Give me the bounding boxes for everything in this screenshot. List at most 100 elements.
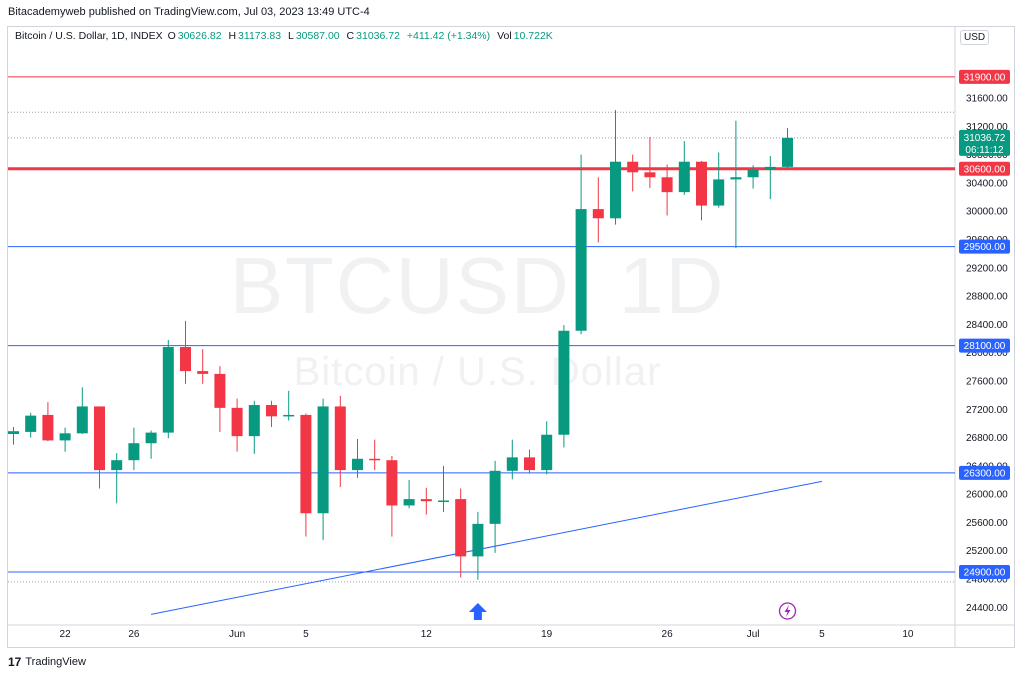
candle-body — [180, 347, 191, 372]
candle-body — [782, 137, 793, 167]
level-price-badge — [959, 465, 1010, 480]
candle-body — [644, 172, 656, 178]
time-tick-label: 26 — [128, 629, 140, 640]
price-tick-label: 29200.00 — [966, 263, 1008, 274]
candle-body — [111, 460, 123, 471]
price-tick-label: 30000.00 — [966, 207, 1008, 218]
price-tick-label: 24800.00 — [966, 575, 1008, 586]
candle-body — [283, 414, 295, 417]
legend-high: 31173.83 — [238, 30, 282, 42]
candle-body — [317, 406, 329, 514]
candle-body — [541, 434, 553, 471]
legend-low: 30587.00 — [295, 30, 340, 42]
candle-body — [266, 405, 277, 417]
price-tick-label: 25200.00 — [966, 546, 1008, 557]
candle-body — [145, 432, 157, 444]
candle-body — [94, 406, 105, 471]
price-tick-label: 27600.00 — [966, 376, 1008, 387]
candle-body — [334, 406, 346, 471]
candle-body — [8, 431, 19, 435]
candle-body — [713, 179, 725, 206]
candle-body — [558, 330, 570, 435]
time-tick-label: 10 — [902, 629, 914, 640]
time-tick-label: 12 — [421, 629, 433, 640]
candle-body — [214, 373, 226, 408]
chart-frame — [7, 26, 1015, 648]
level-price-label: 26300.00 — [964, 468, 1006, 479]
candle-body — [231, 407, 243, 437]
candle-body — [489, 470, 501, 524]
candle-body — [764, 166, 776, 170]
time-tick-label: 22 — [60, 629, 72, 640]
candle-body — [747, 169, 759, 178]
price-tick-label: 26800.00 — [966, 433, 1008, 444]
candle-body — [455, 499, 467, 557]
candle-body — [128, 443, 140, 461]
candle-body — [42, 414, 54, 441]
level-price-badge — [959, 338, 1010, 353]
candle-body — [730, 177, 742, 180]
footer-brand: TradingView — [25, 656, 86, 668]
arrow-up-icon — [468, 603, 487, 620]
candle-body — [248, 405, 260, 437]
level-price-badge — [959, 564, 1010, 579]
watermark-name: Bitcoin / U.S. Dollar — [293, 350, 662, 394]
level-price-label: 24900.00 — [964, 567, 1006, 578]
candle-body — [678, 161, 690, 193]
time-tick-label: 26 — [662, 629, 674, 640]
level-price-label: 29500.00 — [964, 242, 1006, 253]
candle-body — [438, 500, 449, 503]
tradingview-logo-icon: 17 — [8, 655, 22, 669]
price-tick-label: 27200.00 — [966, 405, 1008, 416]
footer: 17 TradingView — [8, 655, 86, 669]
candle-body — [524, 457, 535, 471]
current-price-badge — [959, 129, 1010, 156]
time-tick-label: Jul — [747, 629, 760, 640]
legend-open: 30626.82 — [177, 30, 222, 42]
price-tick-label: 25600.00 — [966, 518, 1008, 529]
level-price-label: 31900.00 — [964, 72, 1006, 83]
legend-volume-label: Vol — [497, 30, 512, 42]
level-price-badge — [959, 161, 1010, 176]
level-price-label: 30600.00 — [964, 164, 1006, 175]
time-tick-label: Jun — [229, 629, 245, 640]
legend-change: +411.42 (+1.34%) — [406, 30, 491, 42]
candle-body — [162, 347, 174, 433]
candle-body — [59, 433, 71, 441]
price-tick-label: 31600.00 — [966, 94, 1008, 105]
level-price-badge — [959, 69, 1010, 84]
time-tick-label: 5 — [303, 629, 309, 640]
candle-body — [403, 499, 415, 506]
candle-body — [300, 414, 312, 514]
trendline — [151, 480, 822, 615]
price-tick-label: 28400.00 — [966, 320, 1008, 331]
price-tick-label: 31200.00 — [966, 122, 1008, 133]
candle-body — [627, 161, 639, 173]
candle-body — [76, 406, 88, 434]
watermark-symbol: BTCUSD, 1D — [229, 241, 726, 330]
currency-button[interactable]: USD — [960, 30, 990, 45]
candle-body — [575, 209, 587, 331]
candle-body — [352, 458, 363, 471]
time-tick-label: 19 — [541, 629, 553, 640]
candle-body — [661, 177, 673, 193]
lightning-bolt-icon — [784, 605, 791, 617]
publish-line: Bitacademyweb published on TradingView.c… — [8, 6, 370, 18]
candle-body — [197, 371, 209, 374]
price-tick-label: 26000.00 — [966, 490, 1008, 501]
candle-body — [420, 499, 432, 502]
legend-open-label: O — [167, 30, 176, 42]
legend-volume: 10.722K — [513, 30, 553, 42]
candle-body — [472, 523, 484, 557]
chart-legend: Bitcoin / U.S. Dollar, 1D, INDEX O 30626.… — [15, 30, 557, 42]
price-tick-label: 28800.00 — [966, 292, 1008, 303]
bar-countdown-label: 06:11:12 — [965, 145, 1004, 156]
candle-body — [25, 415, 37, 432]
legend-close-label: C — [346, 30, 355, 42]
level-price-badge — [959, 239, 1010, 254]
candle-body — [696, 161, 707, 206]
candle-body — [592, 209, 604, 219]
candle-body — [506, 457, 518, 471]
time-tick-label: 5 — [819, 629, 825, 640]
